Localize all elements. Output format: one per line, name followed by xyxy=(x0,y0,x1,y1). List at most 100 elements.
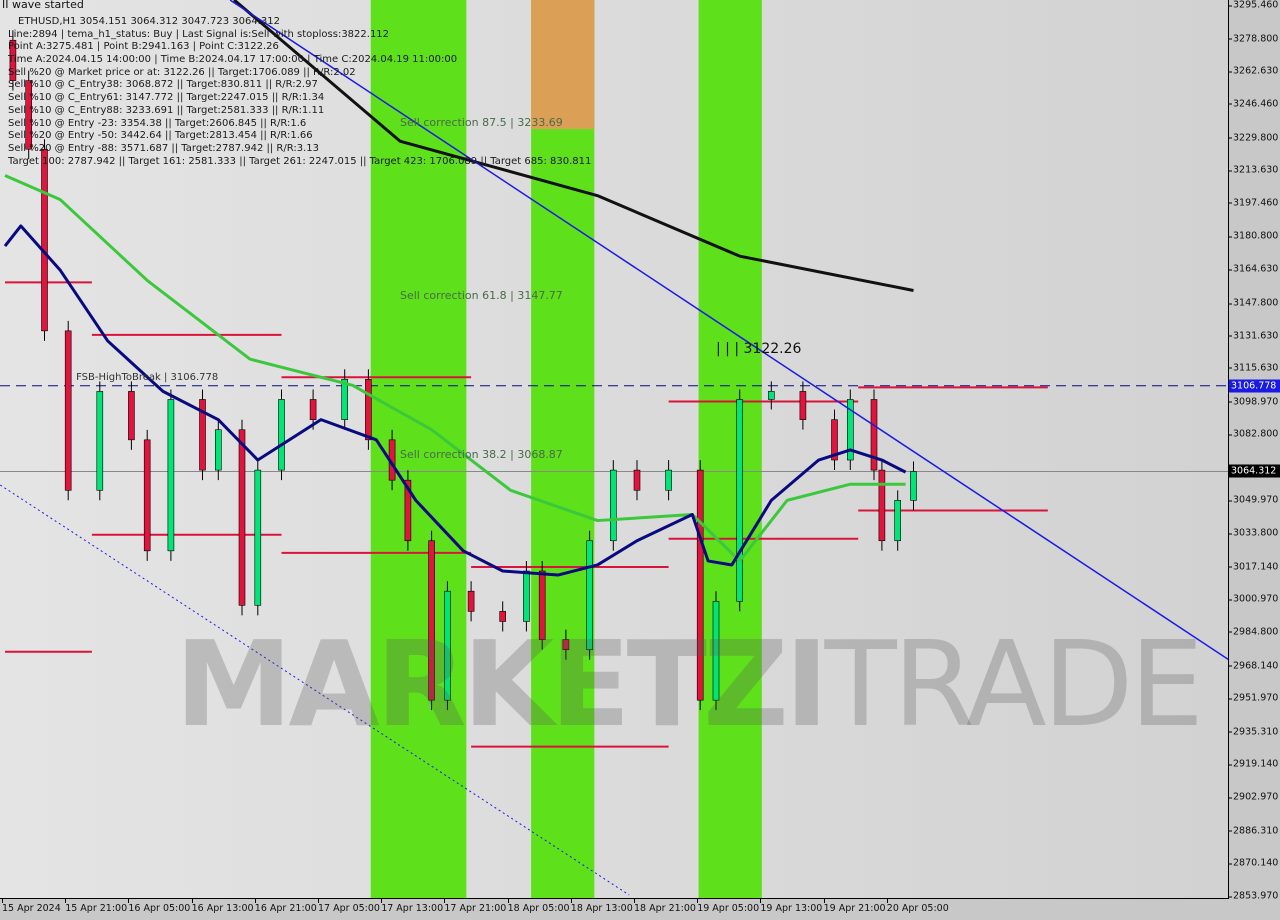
y-tick-label: 2935.310 xyxy=(1227,726,1279,738)
candle-body xyxy=(609,469,617,542)
y-tick-label: 3262.630 xyxy=(1227,65,1279,77)
x-tick-label: 18 Apr 13:00 xyxy=(570,899,633,914)
x-tick-label: 20 Apr 05:00 xyxy=(886,899,949,914)
y-tick-label: 3033.800 xyxy=(1227,527,1279,539)
y-tick-label: 3000.970 xyxy=(1227,593,1279,605)
candle-body xyxy=(767,391,775,400)
level-price-tag: 3106.778 xyxy=(1229,379,1280,393)
y-tick-label: 2902.970 xyxy=(1227,791,1279,803)
y-tick-label: 3295.460 xyxy=(1227,0,1279,11)
candle-body xyxy=(665,469,672,491)
green-zone xyxy=(370,0,467,898)
candle-body xyxy=(444,590,451,701)
y-tick-label: 2968.140 xyxy=(1227,660,1279,672)
candle-body xyxy=(831,419,838,461)
annotation-label: | | | 3122.26 xyxy=(716,340,802,357)
candle-body xyxy=(309,399,317,420)
candle-body xyxy=(586,540,593,651)
candle-body xyxy=(278,399,285,471)
candle-body xyxy=(499,611,507,622)
orange-zone xyxy=(531,0,595,130)
info-line: Line:2894 | tema_h1_status: Buy | Last S… xyxy=(8,28,390,40)
y-tick-label: 3082.800 xyxy=(1227,428,1279,440)
candle-body xyxy=(878,469,886,542)
candle-body xyxy=(215,429,222,471)
annotation-label: Sell correction 38.2 | 3068.87 xyxy=(400,448,563,462)
info-line: Sell %10 @ C_Entry38: 3068.872 || Target… xyxy=(8,79,318,91)
info-line: Point A:3275.481 | Point B:2941.163 | Po… xyxy=(8,41,279,53)
y-tick-label: 2870.140 xyxy=(1227,857,1279,869)
x-tick-label: 19 Apr 13:00 xyxy=(760,899,823,914)
y-tick-label: 2886.310 xyxy=(1227,825,1279,837)
candle-body xyxy=(428,540,435,701)
price-chart-svg xyxy=(0,0,1228,898)
info-line: Sell %20 @ Entry -50: 3442.64 || Target:… xyxy=(8,130,313,142)
chart-plot-area[interactable]: II wave started ETHUSD,H1 3054.151 3064.… xyxy=(0,0,1229,899)
wave-status-label: II wave started xyxy=(2,0,84,11)
candle-body xyxy=(143,439,151,552)
annotation-label: Sell correction 61.8 | 3147.77 xyxy=(400,289,563,303)
y-tick-label: 3049.970 xyxy=(1227,494,1279,506)
x-tick-label: 19 Apr 05:00 xyxy=(697,899,760,914)
candle-body xyxy=(736,399,744,602)
candle-body xyxy=(846,399,854,461)
y-tick-label: 3180.800 xyxy=(1227,230,1279,242)
x-tick-label: 16 Apr 13:00 xyxy=(191,899,254,914)
y-tick-label: 2984.800 xyxy=(1227,626,1279,638)
y-tick-label: 3164.630 xyxy=(1227,263,1279,275)
ma-slow-line xyxy=(233,0,914,292)
info-line: Sell %20 @ Market price or at: 3122.26 |… xyxy=(8,66,356,78)
candle-body xyxy=(467,590,475,612)
candle-body xyxy=(167,399,175,552)
price-axis[interactable]: 3295.460 3278.800 3262.630 3246.460 3229.800… xyxy=(1227,0,1280,902)
candle-body xyxy=(9,39,17,81)
symbol-ohlc: ETHUSD,H1 3054.151 3064.312 3047.723 306… xyxy=(18,16,280,27)
candle-body xyxy=(894,500,902,542)
annotation-label: FSB-HighToBreak | 3106.778 xyxy=(76,371,219,383)
candle-body xyxy=(910,471,917,501)
y-tick-label: 2853.970 xyxy=(1227,890,1279,902)
x-tick-label: 15 Apr 2024 xyxy=(2,899,61,914)
info-panel: ETHUSD,H1 3054.151 3064.312 3047.723 306… xyxy=(8,16,591,168)
y-tick-label: 2919.140 xyxy=(1227,758,1279,770)
dotted-channel-line xyxy=(0,484,630,896)
candle-body xyxy=(696,469,704,701)
info-line: Sell %10 @ C_Entry61: 3147.772 || Target… xyxy=(8,92,325,104)
x-tick-label: 17 Apr 21:00 xyxy=(444,899,507,914)
y-tick-label: 3229.800 xyxy=(1227,132,1279,143)
y-tick-label: 3098.970 xyxy=(1227,396,1279,408)
y-tick-label: 3197.460 xyxy=(1227,197,1279,209)
x-tick-label: 19 Apr 21:00 xyxy=(823,899,886,914)
candle-body xyxy=(562,639,570,651)
info-line: Sell %10 @ Entry -23: 3354.38 || Target:… xyxy=(8,117,307,129)
time-axis[interactable]: 15 Apr 2024 15 Apr 21:00 16 Apr 05:00 16 Ap… xyxy=(0,899,1228,920)
candle-body xyxy=(128,391,135,441)
candle-body xyxy=(96,391,104,491)
candle-body xyxy=(870,399,878,471)
y-tick-label: 3246.460 xyxy=(1227,98,1279,110)
y-tick-label: 3131.630 xyxy=(1227,330,1279,342)
ema-fast-line xyxy=(3,224,907,577)
y-tick-label: 2951.970 xyxy=(1227,692,1279,704)
y-tick-label: 3147.800 xyxy=(1227,297,1279,309)
x-tick-label: 16 Apr 05:00 xyxy=(128,899,191,914)
annotation-label: Sell correction 87.5 | 3233.69 xyxy=(400,115,563,129)
candle-body xyxy=(404,479,412,542)
y-tick-label: 3278.800 xyxy=(1227,33,1279,45)
green-zone xyxy=(531,0,595,898)
candle-body xyxy=(341,378,349,420)
y-tick-label: 3213.630 xyxy=(1227,164,1279,176)
candle-body xyxy=(523,570,530,622)
candle-body xyxy=(365,378,372,441)
candle-body xyxy=(25,80,33,150)
x-tick-label: 18 Apr 05:00 xyxy=(507,899,570,914)
ma-mid-line xyxy=(4,174,906,563)
y-tick-label: 3017.140 xyxy=(1227,561,1279,573)
watermark-logo: MARKETZITRADE xyxy=(175,615,1204,753)
info-line: Sell %20 @ Entry -88: 3571.687 || Target… xyxy=(8,142,320,154)
candle-body xyxy=(712,600,720,701)
info-line: Sell %10 @ C_Entry88: 3233.691 || Target… xyxy=(8,104,325,116)
x-tick-label: 18 Apr 21:00 xyxy=(634,899,696,914)
x-tick-label: 17 Apr 13:00 xyxy=(381,899,444,914)
current-price-tag: 3064.312 xyxy=(1229,464,1280,478)
